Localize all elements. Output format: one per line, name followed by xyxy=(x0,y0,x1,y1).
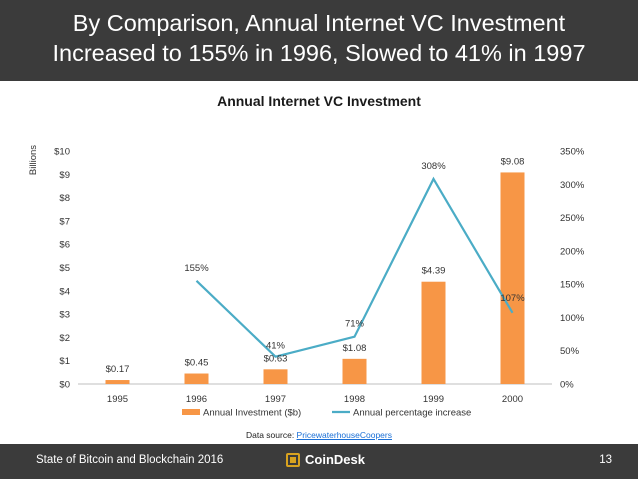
chart: $0 $1 $2 $3 $4 $5 $6 $7 $8 $9 $10 0% 50% 100% 150% 200%… xyxy=(28,145,585,419)
bar xyxy=(500,172,525,384)
slide-title-line-1: By Comparison, Annual Internet VC Invest… xyxy=(72,10,566,36)
bar xyxy=(184,373,209,384)
x-tick-label: 1996 xyxy=(186,394,207,405)
y-right-tick-label: 100% xyxy=(560,313,585,324)
y-right-tick-label: 50% xyxy=(560,346,580,357)
legend-label-bar: Annual Investment ($b) xyxy=(203,408,301,419)
y-left-tick-label: $1 xyxy=(59,356,70,367)
data-source-prefix: Data source: xyxy=(245,430,297,440)
coindesk-logo-icon xyxy=(286,452,300,467)
bar xyxy=(421,281,446,384)
x-tick-label: 2000 xyxy=(502,394,523,405)
y-left-tick-label: $2 xyxy=(59,333,70,344)
slide-footer: State of Bitcoin and Blockchain 2016 Coi… xyxy=(0,444,638,479)
line-data-label: 71% xyxy=(345,319,365,330)
coindesk-logo-text: CoinDesk xyxy=(305,452,365,467)
y-left-tick-label: $6 xyxy=(59,240,70,251)
y-right-tick-label: 250% xyxy=(560,213,585,224)
y-left-tick-label: $7 xyxy=(59,216,70,227)
y-right-tick-label: 150% xyxy=(560,280,585,291)
x-tick-label: 1998 xyxy=(344,394,365,405)
bar-data-label: $4.39 xyxy=(422,266,446,277)
y-left-axis-label: Billions xyxy=(28,145,39,175)
line-data-label: 41% xyxy=(266,341,286,352)
legend-label-line: Annual percentage increase xyxy=(353,408,471,419)
y-right-tick-label: 0% xyxy=(560,380,574,391)
y-left-tick-label: $4 xyxy=(59,286,70,297)
coindesk-logo: CoinDesk xyxy=(286,452,365,467)
page-number: 13 xyxy=(599,454,612,466)
y-left-tick-label: $10 xyxy=(54,147,70,158)
y-left-tick-label: $0 xyxy=(59,380,70,391)
bar xyxy=(342,358,367,384)
chart-title: Annual Internet VC Investment xyxy=(217,93,421,109)
y-left-tick-label: $5 xyxy=(59,263,70,274)
x-tick-label: 1997 xyxy=(265,394,286,405)
bar-data-label: $9.08 xyxy=(501,156,525,167)
bar-data-label: $0.63 xyxy=(264,353,288,364)
slide-header: By Comparison, Annual Internet VC Invest… xyxy=(0,0,638,81)
bar xyxy=(105,380,130,384)
bar-data-label: $0.45 xyxy=(185,358,209,369)
series-line xyxy=(195,176,514,358)
y-right-tick-label: 300% xyxy=(560,180,585,191)
x-tick-label: 1995 xyxy=(107,394,128,405)
y-left-tick-label: $8 xyxy=(59,193,70,204)
y-left-tick-label: $9 xyxy=(59,170,70,181)
bar-data-label: $0.17 xyxy=(106,364,130,375)
data-source: Data source: PricewaterhouseCoopers xyxy=(0,430,638,440)
data-source-link[interactable]: PricewaterhouseCoopers xyxy=(296,430,392,440)
y-left-tick-label: $3 xyxy=(59,310,70,321)
legend-swatch-bar xyxy=(182,409,200,415)
line-data-label: 308% xyxy=(421,161,446,172)
slide-title-line-2: Increased to 155% in 1996, Slowed to 41%… xyxy=(52,40,586,66)
bar-data-label: $1.08 xyxy=(343,343,367,354)
y-right-tick-label: 200% xyxy=(560,246,585,257)
line-data-label: 155% xyxy=(184,263,209,274)
line-data-label: 107% xyxy=(500,293,525,304)
footer-deck-title: State of Bitcoin and Blockchain 2016 xyxy=(36,454,224,466)
x-tick-label: 1999 xyxy=(423,394,444,405)
y-right-tick-label: 350% xyxy=(560,147,585,158)
bar xyxy=(263,369,288,384)
